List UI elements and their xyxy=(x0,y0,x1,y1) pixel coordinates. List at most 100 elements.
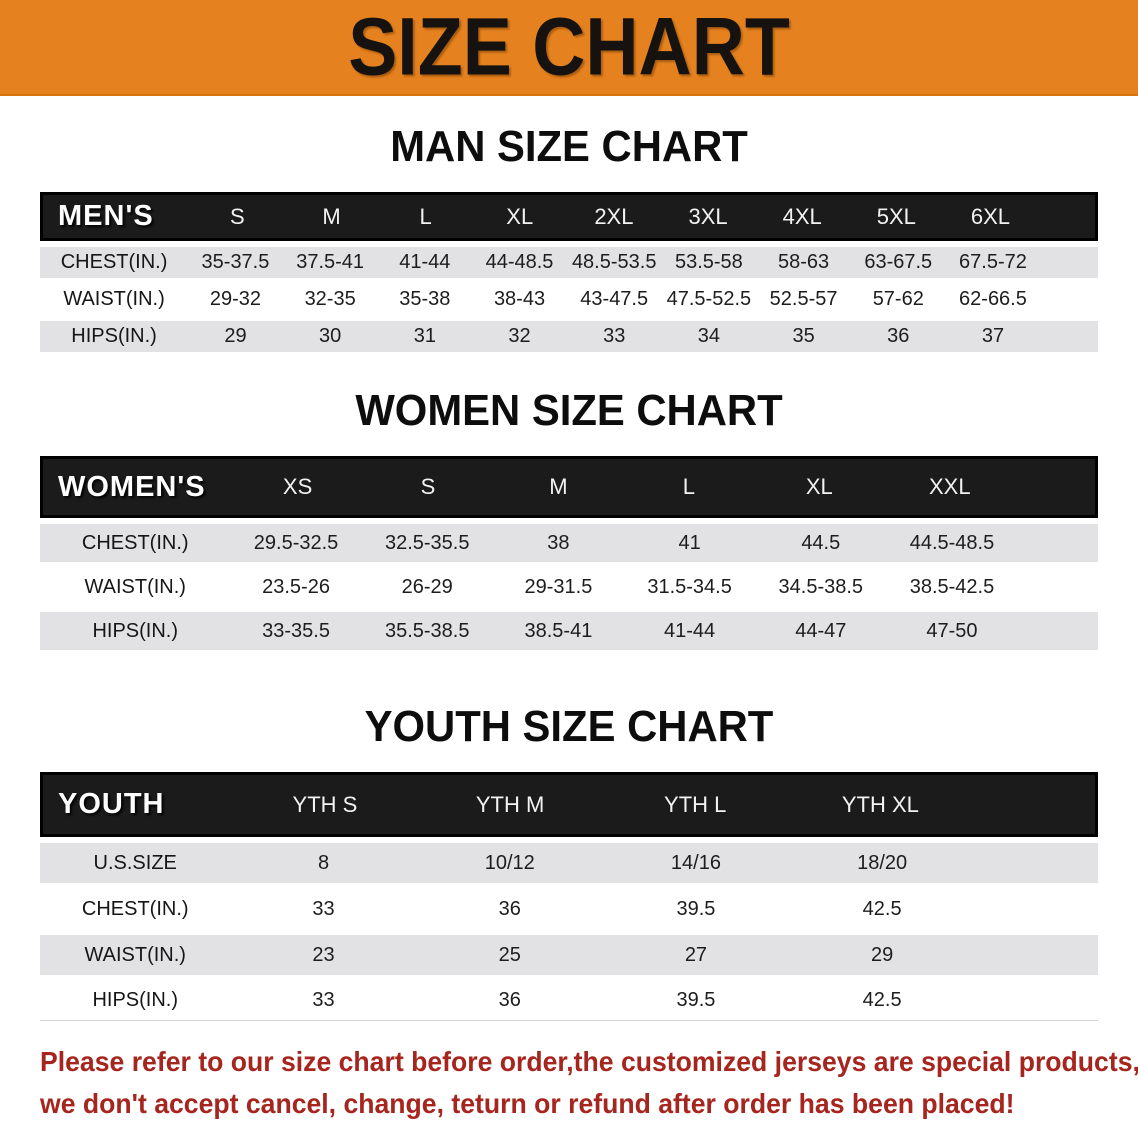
cell-value: 41 xyxy=(678,531,701,554)
cell-value: 47-50 xyxy=(926,619,978,642)
cell-value: 38.5-41 xyxy=(524,619,593,642)
cell-value: 29-31.5 xyxy=(524,575,593,598)
disclaimer-line-1: Please refer to our size chart before or… xyxy=(40,1046,1138,1077)
cell-value: 36 xyxy=(498,897,521,920)
cell-value: 33-35.5 xyxy=(262,619,330,642)
cell-value: 32-35 xyxy=(304,288,356,310)
cell-value: 35 xyxy=(792,325,815,347)
size-chart-banner: SIZE CHART xyxy=(0,0,1138,96)
cell-value: 58-63 xyxy=(778,251,830,273)
table-row: WAIST(IN.) 29-32 32-35 35-38 38-43 43-47.5 47.… xyxy=(40,284,1098,315)
mens-size-table: MEN'S S M L XL 2XL 3XL 4XL 5XL 6XL CHEST(IN.) 35-37… xyxy=(40,192,1098,352)
cell-value: 37.5-41 xyxy=(296,251,365,273)
size-column-header: S xyxy=(420,474,436,499)
cell-value: 48.5-53.5 xyxy=(571,251,657,273)
row-label: CHEST(IN.) xyxy=(81,897,189,920)
cell-value: 29 xyxy=(871,943,894,966)
cell-value: 38.5-42.5 xyxy=(909,575,995,598)
size-column-header: M xyxy=(322,203,341,229)
size-column-header: 6XL xyxy=(970,203,1011,229)
size-column-header: L xyxy=(419,203,432,229)
cell-value: 27 xyxy=(684,943,708,966)
size-column-header: 2XL xyxy=(594,203,634,229)
row-label: CHEST(IN.) xyxy=(81,531,189,554)
cell-value: 33 xyxy=(312,989,335,1011)
size-column-header: S xyxy=(229,203,245,229)
table-row: HIPS(IN.) 33 36 39.5 42.5 xyxy=(40,981,1098,1021)
size-column-header: 5XL xyxy=(876,203,916,229)
size-column-header: YTH XL xyxy=(841,791,919,817)
table-header-row: WOMEN'S XS S M L XL XXL xyxy=(40,456,1098,518)
table-group-label: WOMEN'S xyxy=(58,470,206,503)
cell-value: 29 xyxy=(224,325,247,347)
row-label: WAIST(IN.) xyxy=(63,288,165,310)
cell-value: 38 xyxy=(547,531,570,554)
cell-value: 52.5-57 xyxy=(769,288,838,310)
banner-title: SIZE CHART xyxy=(348,1,790,92)
size-column-header: YTH L xyxy=(664,791,727,817)
cell-value: 29-32 xyxy=(209,288,262,310)
cell-value: 33 xyxy=(312,897,335,920)
cell-value: 35.5-38.5 xyxy=(384,619,470,642)
table-row: CHEST(IN.) 35-37.5 37.5-41 41-44 44-48.5 48.5… xyxy=(40,247,1098,278)
size-column-header: L xyxy=(682,474,696,499)
row-label: CHEST(IN.) xyxy=(60,251,168,273)
size-column-header: 3XL xyxy=(688,203,728,229)
cell-value: 35-38 xyxy=(399,288,451,310)
size-column-header: XL xyxy=(506,203,534,229)
cell-value: 63-67.5 xyxy=(864,251,933,273)
cell-value: 41-44 xyxy=(664,619,716,642)
table-header-row: YOUTH YTH S YTH M YTH L YTH XL xyxy=(40,772,1098,837)
table-group-label: YOUTH xyxy=(58,788,165,820)
table-row: WAIST(IN.) 23 25 27 29 xyxy=(40,935,1098,975)
table-row: WAIST(IN.) 23.5-26 26-29 29-31.5 31.5-34.5 34… xyxy=(40,568,1098,606)
table-row: U.S.SIZE 8 10/12 14/16 18/20 xyxy=(40,843,1098,883)
youth-size-table: YOUTH YTH S YTH M YTH L YTH XL U.S.SIZE 8 10/12… xyxy=(40,772,1098,1021)
cell-value: 18/20 xyxy=(857,851,908,874)
cell-value: 31.5-34.5 xyxy=(647,575,732,598)
cell-value: 29.5-32.5 xyxy=(253,531,339,554)
cell-value: 36 xyxy=(498,989,521,1011)
row-label: U.S.SIZE xyxy=(93,851,177,874)
cell-value: 33 xyxy=(603,325,626,347)
womens-size-table: WOMEN'S XS S M L XL XXL CHEST(IN.) 29.5-32.5 32.5… xyxy=(40,456,1098,650)
cell-value: 39.5 xyxy=(676,897,716,920)
cell-value: 67.5-72 xyxy=(959,251,1027,273)
row-label: HIPS(IN.) xyxy=(92,989,178,1011)
size-column-header: YTH M xyxy=(475,791,545,817)
size-column-header: XXL xyxy=(928,474,971,499)
size-column-header: XL xyxy=(805,474,833,499)
cell-value: 31 xyxy=(413,325,436,347)
cell-value: 35-37.5 xyxy=(201,251,270,273)
table-row: CHEST(IN.) 29.5-32.5 32.5-35.5 38 41 44.5 44.5… xyxy=(40,524,1098,562)
cell-value: 41-44 xyxy=(399,251,451,273)
cell-value: 36 xyxy=(887,325,910,347)
cell-value: 25 xyxy=(498,943,521,966)
men-section-heading: MAN SIZE CHART xyxy=(390,122,748,171)
cell-value: 32 xyxy=(508,325,531,347)
cell-value: 44.5-48.5 xyxy=(909,531,995,554)
cell-value: 38-43 xyxy=(493,288,546,310)
cell-value: 34.5-38.5 xyxy=(778,575,864,598)
women-section-heading: WOMEN SIZE CHART xyxy=(355,386,783,435)
row-label: WAIST(IN.) xyxy=(84,943,186,966)
cell-value: 10/12 xyxy=(484,851,535,874)
cell-value: 39.5 xyxy=(676,989,716,1011)
size-column-header: YTH S xyxy=(292,791,358,817)
cell-value: 34 xyxy=(697,325,721,347)
cell-value: 8 xyxy=(317,851,330,874)
cell-value: 23.5-26 xyxy=(262,575,330,598)
order-disclaimer: Please refer to our size chart before or… xyxy=(40,1041,1138,1125)
size-column-header: M xyxy=(549,474,568,499)
cell-value: 44.5 xyxy=(801,531,841,554)
youth-section-heading: YOUTH SIZE CHART xyxy=(364,702,774,751)
cell-value: 62-66.5 xyxy=(959,288,1027,310)
table-header-row: MEN'S S M L XL 2XL 3XL 4XL 5XL 6XL xyxy=(40,192,1098,241)
table-group-label: MEN'S xyxy=(58,200,154,232)
cell-value: 43-47.5 xyxy=(580,288,649,310)
table-row: HIPS(IN.) 33-35.5 35.5-38.5 38.5-41 41-44 44-… xyxy=(40,612,1098,650)
disclaimer-line-2: we don't accept cancel, change, teturn o… xyxy=(40,1088,1015,1119)
row-label: HIPS(IN.) xyxy=(92,619,178,642)
size-column-header: XS xyxy=(282,474,313,499)
cell-value: 42.5 xyxy=(862,989,902,1011)
